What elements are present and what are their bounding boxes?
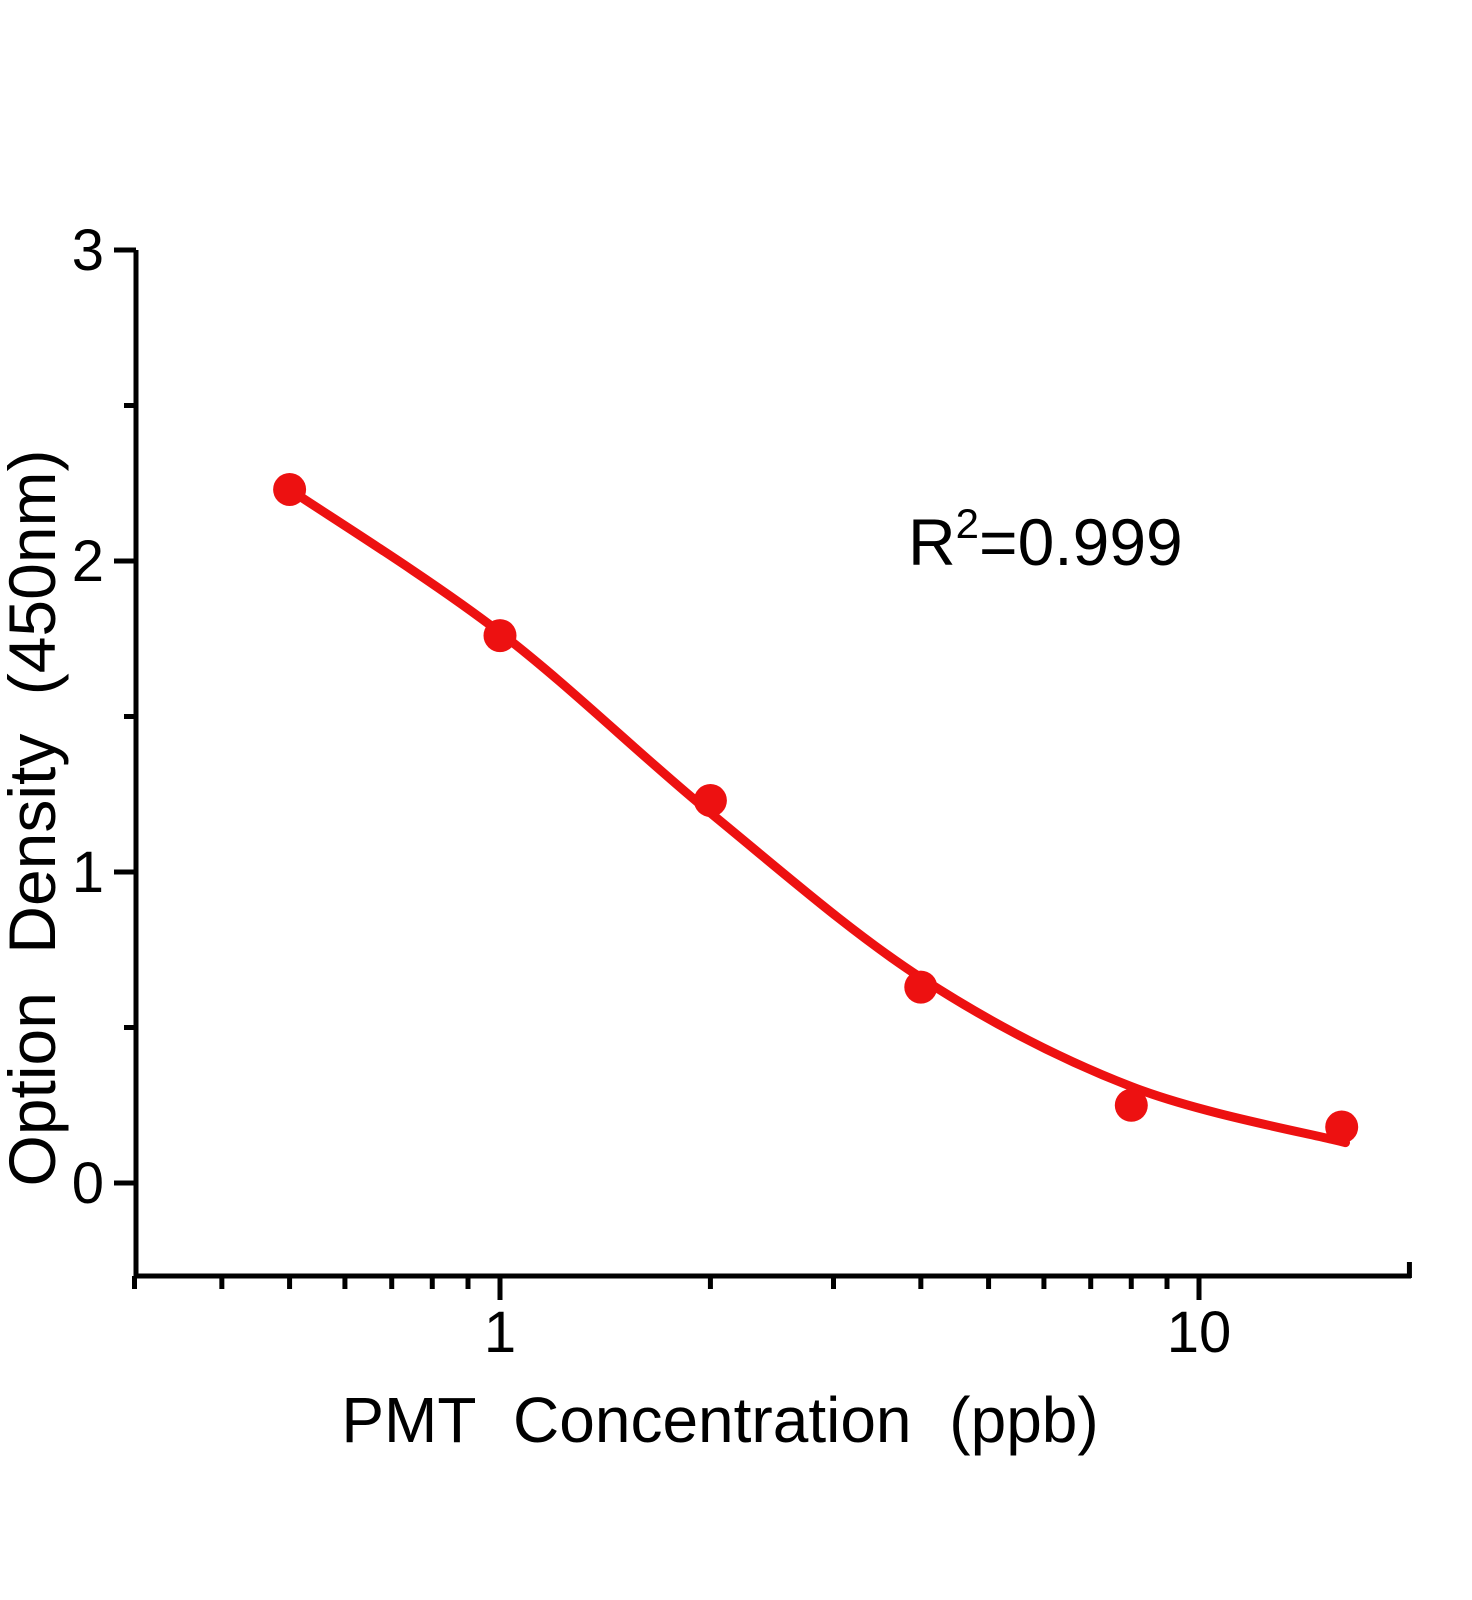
r-squared-base: R bbox=[908, 505, 956, 579]
data-point bbox=[273, 473, 307, 506]
r-squared-superscript: 2 bbox=[956, 500, 979, 547]
data-point bbox=[904, 970, 938, 1004]
data-point bbox=[1325, 1110, 1359, 1144]
fit-curve bbox=[285, 485, 1350, 1148]
y-tick-label: 2 bbox=[72, 529, 104, 594]
y-axis-title: Option Density (450nm) bbox=[0, 450, 69, 1187]
x-axis-title: PMT Concentration (ppb) bbox=[341, 1384, 1098, 1456]
ticks-layer: 1 10 0 1 2 3 bbox=[72, 218, 1412, 1365]
data-point bbox=[483, 619, 517, 653]
data-point bbox=[693, 784, 727, 817]
y-tick-label: 1 bbox=[72, 840, 104, 905]
y-tick-label: 0 bbox=[72, 1151, 104, 1216]
r-squared-annotation: R2=0.999 bbox=[908, 500, 1183, 579]
data-point bbox=[1114, 1088, 1148, 1122]
y-tick-label: 3 bbox=[72, 218, 104, 283]
plot-layer bbox=[273, 473, 1359, 1148]
r-squared-value: =0.999 bbox=[979, 505, 1183, 579]
x-tick-label: 10 bbox=[1167, 1300, 1232, 1365]
x-tick-label: 1 bbox=[484, 1300, 516, 1365]
